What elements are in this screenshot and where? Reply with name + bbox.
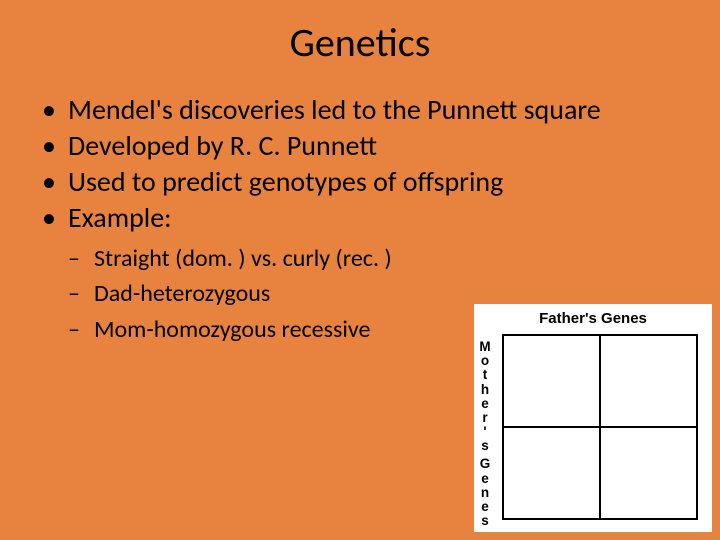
sub-bullet-item: Straight (dom. ) vs. curly (rec. ) xyxy=(68,242,692,276)
punnett-square-figure: Father's Genes Mother'sGenes xyxy=(474,304,712,532)
bullet-item: Used to predict genotypes of offspring xyxy=(42,165,692,199)
bullet-text: Example: xyxy=(68,200,172,235)
slide: Genetics Mendel's discoveries led to the… xyxy=(0,0,720,540)
bullet-item: Mendel's discoveries led to the Punnett … xyxy=(42,93,692,127)
punnett-top-label: Father's Genes xyxy=(474,310,712,327)
punnett-left-label: Mother'sGenes xyxy=(478,340,492,528)
bullet-item: Developed by R. C. Punnett xyxy=(42,129,692,163)
grid-horizontal-divider xyxy=(504,426,696,428)
slide-title: Genetics xyxy=(28,18,692,67)
punnett-grid xyxy=(502,334,698,520)
